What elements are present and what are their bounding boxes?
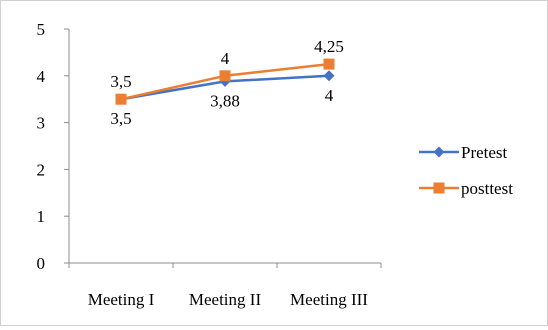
x-tick-label: Meeting I	[88, 290, 155, 309]
data-label-posttest: 4,25	[314, 37, 344, 56]
data-label-pretest: 4	[325, 86, 334, 105]
data-label-pretest: 3,5	[110, 109, 131, 128]
chart-axes	[64, 28, 382, 268]
x-tick-label: Meeting II	[189, 290, 262, 309]
y-tick-label: 2	[37, 160, 46, 179]
data-point-posttest	[323, 58, 335, 70]
data-label-posttest: 4	[221, 49, 230, 68]
data-label-posttest: 3,5	[110, 72, 131, 91]
data-label-pretest: 3,88	[210, 91, 240, 110]
data-point-posttest	[115, 93, 127, 105]
series-lines	[115, 58, 335, 105]
y-tick-label: 5	[37, 20, 46, 39]
legend-label-pretest: Pretest	[461, 143, 508, 162]
data-point-posttest	[219, 70, 231, 82]
legend-marker-pretest	[433, 146, 445, 158]
legend-label-posttest: posttest	[461, 179, 513, 198]
y-tick-label: 4	[37, 67, 46, 86]
legend: Pretest posttest	[419, 143, 513, 198]
line-chart: 0 1 2 3 4 5 Meeting I Meeting II Meeting III 3,5…	[37, 20, 514, 309]
y-tick-label: 0	[37, 254, 46, 273]
data-labels: 3,5 3,88 4 3,5 4 4,25	[110, 37, 344, 128]
legend-marker-posttest	[433, 182, 445, 194]
y-tick-label: 1	[37, 207, 46, 226]
tick-labels: 0 1 2 3 4 5 Meeting I Meeting II Meeting III	[37, 20, 369, 309]
data-point-pretest	[323, 70, 335, 82]
x-tick-label: Meeting III	[290, 290, 368, 309]
y-tick-label: 3	[37, 114, 46, 133]
